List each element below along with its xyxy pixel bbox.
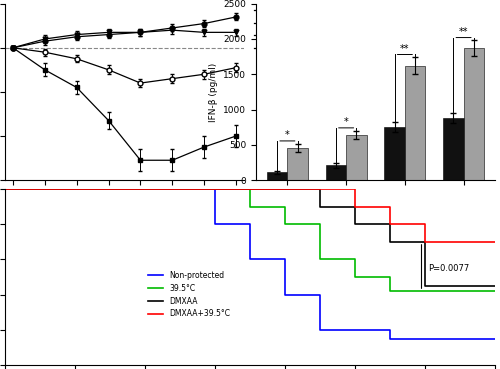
Y-axis label: IFN-β (pg/ml): IFN-β (pg/ml) <box>208 62 218 121</box>
Non-protected <box>317 293 323 297</box>
X-axis label: Time (hrs) post infection: Time (hrs) post infection <box>320 204 431 213</box>
Non-protected <box>387 337 393 341</box>
DMXAA <box>492 284 498 288</box>
Legend: Non-protected, 39.5°C, DMXAA, DMXAA+39.5°C: Non-protected, 39.5°C, DMXAA, DMXAA+39.5… <box>146 269 232 320</box>
Non-protected <box>282 257 288 262</box>
Non-protected <box>492 337 498 341</box>
Bar <box>267 172 287 180</box>
39.5°C <box>247 204 253 209</box>
DMXAA+39.5°C <box>422 222 428 227</box>
DMXAA <box>282 187 288 191</box>
Non-protected <box>212 222 218 227</box>
DMXAA+39.5°C <box>387 222 393 227</box>
39.5°C <box>212 187 218 191</box>
39.5°C <box>282 222 288 227</box>
Non-protected <box>2 187 8 191</box>
39.5°C <box>2 187 8 191</box>
DMXAA <box>387 222 393 227</box>
Bar <box>288 148 308 180</box>
Non-protected <box>387 328 393 332</box>
39.5°C <box>247 187 253 191</box>
39.5°C <box>352 257 358 262</box>
39.5°C <box>492 289 498 293</box>
DMXAA+39.5°C <box>317 187 323 191</box>
DMXAA <box>387 239 393 244</box>
DMXAA+39.5°C <box>492 239 498 244</box>
Line: DMXAA+39.5°C: DMXAA+39.5°C <box>5 189 495 242</box>
Legend: Uninfected, DXMAA, DMXAA+39.5°C, Unprotected: Uninfected, DXMAA, DMXAA+39.5°C, Unprote… <box>252 4 335 55</box>
Non-protected <box>317 328 323 332</box>
Line: DMXAA: DMXAA <box>5 189 495 286</box>
Bar <box>326 165 346 180</box>
Non-protected <box>212 187 218 191</box>
Non-protected <box>177 187 183 191</box>
39.5°C <box>387 275 393 279</box>
DMXAA <box>317 187 323 191</box>
Non-protected <box>177 187 183 191</box>
DMXAA <box>352 204 358 209</box>
Text: *: * <box>285 130 290 140</box>
Non-protected <box>247 222 253 227</box>
DMXAA <box>317 204 323 209</box>
DMXAA <box>422 239 428 244</box>
39.5°C <box>282 204 288 209</box>
DMXAA+39.5°C <box>387 204 393 209</box>
DMXAA <box>422 284 428 288</box>
Bar <box>464 48 484 180</box>
39.5°C <box>387 289 393 293</box>
Text: *: * <box>344 117 348 127</box>
Non-protected <box>492 337 498 341</box>
Bar <box>443 118 464 180</box>
39.5°C <box>317 222 323 227</box>
DMXAA+39.5°C <box>492 239 498 244</box>
X-axis label: Days postinfection: Days postinfection <box>82 204 167 213</box>
39.5°C <box>212 187 218 191</box>
39.5°C <box>492 289 498 293</box>
Non-protected <box>282 293 288 297</box>
Bar <box>405 66 425 180</box>
DMXAA+39.5°C <box>422 239 428 244</box>
39.5°C <box>352 275 358 279</box>
Text: P=0.0077: P=0.0077 <box>428 264 470 273</box>
DMXAA+39.5°C <box>352 187 358 191</box>
DMXAA+39.5°C <box>317 187 323 191</box>
DMXAA <box>492 284 498 288</box>
Bar <box>384 127 405 180</box>
DMXAA+39.5°C <box>352 204 358 209</box>
DMXAA+39.5°C <box>2 187 8 191</box>
Non-protected <box>352 328 358 332</box>
DMXAA <box>282 187 288 191</box>
DMXAA <box>352 222 358 227</box>
DMXAA <box>2 187 8 191</box>
Non-protected <box>352 328 358 332</box>
Line: Non-protected: Non-protected <box>5 189 495 339</box>
Text: **: ** <box>459 27 468 37</box>
Non-protected <box>247 257 253 262</box>
39.5°C <box>317 257 323 262</box>
Line: 39.5°C: 39.5°C <box>5 189 495 291</box>
Text: **: ** <box>400 44 409 54</box>
Bar <box>346 135 366 180</box>
